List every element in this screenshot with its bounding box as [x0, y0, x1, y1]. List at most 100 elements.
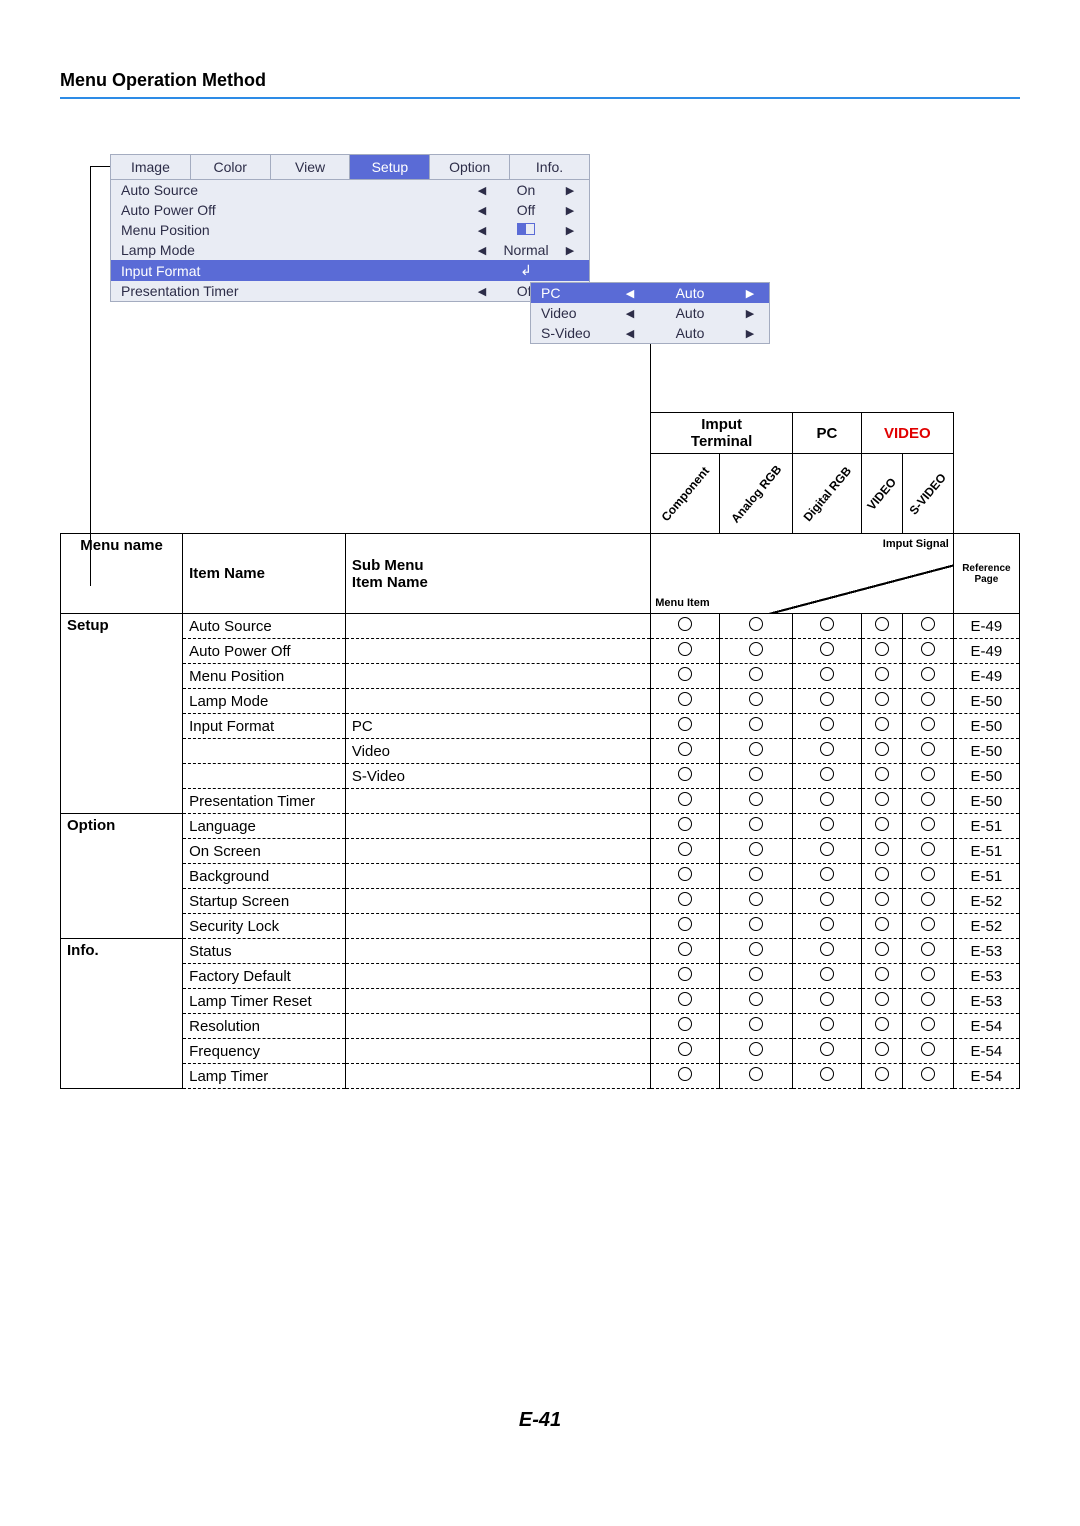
- osd-row[interactable]: Auto Power Off◀Off▶: [111, 200, 589, 220]
- ref-cell: E-54: [953, 1039, 1019, 1064]
- circle-icon: [921, 868, 935, 885]
- item-cell: Auto Power Off: [183, 639, 346, 664]
- signal-cell: [861, 989, 902, 1014]
- osd-row[interactable]: Lamp Mode◀Normal▶: [111, 240, 589, 260]
- osd-row[interactable]: PC◀Auto▶: [531, 283, 769, 303]
- osd-row[interactable]: Auto Source◀On▶: [111, 180, 589, 200]
- table-row: Factory DefaultE-53: [61, 964, 1020, 989]
- osd-tab[interactable]: View: [271, 155, 351, 179]
- connector-line: [90, 166, 110, 167]
- hdr-signal: S-VIDEO: [902, 454, 953, 534]
- arrow-right-icon[interactable]: ▶: [561, 184, 579, 197]
- circle-icon: [820, 818, 834, 835]
- signal-cell: [861, 664, 902, 689]
- submenu-cell: [345, 614, 650, 639]
- submenu-cell: [345, 964, 650, 989]
- circle-icon: [820, 1043, 834, 1060]
- circle-icon: [875, 893, 889, 910]
- arrow-left-icon[interactable]: ◀: [473, 204, 491, 217]
- signal-cell: [793, 839, 862, 864]
- arrow-left-icon[interactable]: ◀: [621, 287, 639, 300]
- submenu-cell: [345, 989, 650, 1014]
- circle-icon: [875, 768, 889, 785]
- circle-icon: [820, 943, 834, 960]
- signal-cell: [651, 764, 720, 789]
- submenu-cell: [345, 1014, 650, 1039]
- hdr-signal: Component: [651, 454, 720, 534]
- arrow-left-icon[interactable]: ◀: [473, 184, 491, 197]
- submenu-cell: [345, 939, 650, 964]
- circle-icon: [749, 918, 763, 935]
- compat-table-wrap: Imput Terminal PC VIDEO Component Analog…: [60, 412, 1020, 1089]
- title-rule: [60, 97, 1020, 99]
- osd-tab[interactable]: Image: [111, 155, 191, 179]
- circle-icon: [921, 843, 935, 860]
- signal-cell: [651, 739, 720, 764]
- signal-cell: [651, 814, 720, 839]
- signal-cell: [720, 689, 793, 714]
- circle-icon: [875, 618, 889, 635]
- circle-icon: [921, 668, 935, 685]
- osd-rows: Auto Source◀On▶Auto Power Off◀Off▶Menu P…: [111, 180, 589, 301]
- circle-icon: [678, 693, 692, 710]
- ref-cell: E-53: [953, 989, 1019, 1014]
- circle-icon: [875, 968, 889, 985]
- osd-tab[interactable]: Option: [430, 155, 510, 179]
- arrow-right-icon[interactable]: ▶: [561, 244, 579, 257]
- arrow-right-icon[interactable]: ▶: [741, 327, 759, 340]
- signal-cell: [651, 1064, 720, 1089]
- signal-cell: [861, 689, 902, 714]
- arrow-left-icon[interactable]: ◀: [621, 327, 639, 340]
- signal-cell: [861, 614, 902, 639]
- circle-icon: [678, 893, 692, 910]
- arrow-right-icon[interactable]: ▶: [561, 204, 579, 217]
- signal-cell: [861, 739, 902, 764]
- osd-row-value: Auto: [639, 305, 741, 321]
- circle-icon: [921, 918, 935, 935]
- ref-cell: E-49: [953, 664, 1019, 689]
- signal-cell: [720, 664, 793, 689]
- circle-icon: [875, 1068, 889, 1085]
- signal-cell: [861, 814, 902, 839]
- osd-row-label: Auto Power Off: [121, 202, 473, 218]
- signal-cell: [651, 839, 720, 864]
- signal-cell: [861, 1039, 902, 1064]
- arrow-right-icon[interactable]: ▶: [741, 287, 759, 300]
- item-cell: Lamp Timer: [183, 1064, 346, 1089]
- ref-cell: E-49: [953, 639, 1019, 664]
- osd-row[interactable]: Presentation Timer◀Off▶: [111, 281, 589, 301]
- osd-row[interactable]: S-Video◀Auto▶: [531, 323, 769, 343]
- osd-row[interactable]: Menu Position◀▶: [111, 220, 589, 240]
- osd-tab[interactable]: Color: [191, 155, 271, 179]
- signal-cell: [651, 714, 720, 739]
- signal-cell: [651, 939, 720, 964]
- arrow-right-icon[interactable]: ▶: [561, 224, 579, 237]
- ref-cell: E-51: [953, 839, 1019, 864]
- page-title: Menu Operation Method: [60, 70, 1020, 91]
- arrow-left-icon[interactable]: ◀: [473, 224, 491, 237]
- circle-icon: [820, 668, 834, 685]
- signal-cell: [902, 789, 953, 814]
- signal-cell: [861, 789, 902, 814]
- arrow-left-icon[interactable]: ◀: [621, 307, 639, 320]
- osd-row[interactable]: Input Format↲: [111, 260, 589, 281]
- signal-cell: [861, 889, 902, 914]
- osd-tab[interactable]: Info.: [510, 155, 589, 179]
- arrow-left-icon[interactable]: ◀: [473, 285, 491, 298]
- osd-row-label: Input Format: [121, 263, 473, 279]
- signal-cell: [902, 839, 953, 864]
- table-row: Auto Power Off E-49: [61, 639, 1020, 664]
- signal-cell: [651, 1014, 720, 1039]
- arrow-right-icon[interactable]: ▶: [741, 307, 759, 320]
- signal-cell: [793, 1039, 862, 1064]
- arrow-left-icon[interactable]: ◀: [473, 244, 491, 257]
- circle-icon: [678, 618, 692, 635]
- ref-cell: E-50: [953, 714, 1019, 739]
- osd-tab[interactable]: Setup: [350, 155, 430, 179]
- osd-row[interactable]: Video◀Auto▶: [531, 303, 769, 323]
- signal-cell: [793, 689, 862, 714]
- circle-icon: [820, 643, 834, 660]
- ref-cell: E-51: [953, 814, 1019, 839]
- signal-cell: [651, 614, 720, 639]
- menu-cell: Option: [61, 814, 183, 939]
